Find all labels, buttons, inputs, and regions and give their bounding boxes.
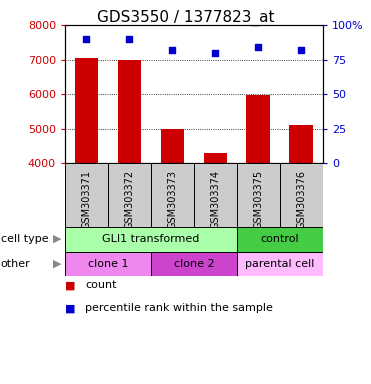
Point [127, 36, 132, 42]
Bar [246, 95, 270, 163]
Bar [289, 125, 313, 163]
Bar [151, 252, 237, 276]
Bar [237, 252, 323, 276]
Bar [237, 227, 323, 252]
Bar [75, 58, 98, 163]
Text: clone 1: clone 1 [88, 259, 128, 269]
Bar [237, 163, 280, 227]
Text: GSM303376: GSM303376 [296, 170, 306, 228]
Bar [194, 163, 237, 227]
Text: count: count [85, 280, 117, 290]
Point [255, 44, 261, 50]
Text: GSM303372: GSM303372 [124, 170, 134, 228]
Text: GSM303373: GSM303373 [167, 170, 177, 228]
Text: GDS3550 / 1377823_at: GDS3550 / 1377823_at [97, 10, 274, 26]
Bar [65, 227, 237, 252]
Bar [204, 153, 227, 163]
Text: cell type: cell type [1, 234, 48, 244]
Text: other: other [1, 259, 30, 269]
Text: parental cell: parental cell [245, 259, 315, 269]
Text: ■: ■ [65, 280, 75, 290]
Text: GLI1 transformed: GLI1 transformed [102, 234, 200, 244]
Point [83, 36, 89, 42]
Text: GSM303371: GSM303371 [81, 170, 91, 228]
Text: control: control [260, 234, 299, 244]
Point [212, 50, 218, 56]
Text: ■: ■ [65, 303, 75, 313]
Bar [108, 163, 151, 227]
Text: GSM303374: GSM303374 [210, 170, 220, 228]
Text: ▶: ▶ [53, 234, 62, 244]
Bar [161, 129, 184, 163]
Bar [118, 60, 141, 163]
Text: clone 2: clone 2 [174, 259, 214, 269]
Text: ▶: ▶ [53, 259, 62, 269]
Bar [280, 163, 323, 227]
Point [170, 47, 175, 53]
Bar [65, 252, 151, 276]
Bar [151, 163, 194, 227]
Bar [65, 163, 108, 227]
Text: GSM303375: GSM303375 [253, 170, 263, 228]
Point [298, 47, 304, 53]
Text: percentile rank within the sample: percentile rank within the sample [85, 303, 273, 313]
